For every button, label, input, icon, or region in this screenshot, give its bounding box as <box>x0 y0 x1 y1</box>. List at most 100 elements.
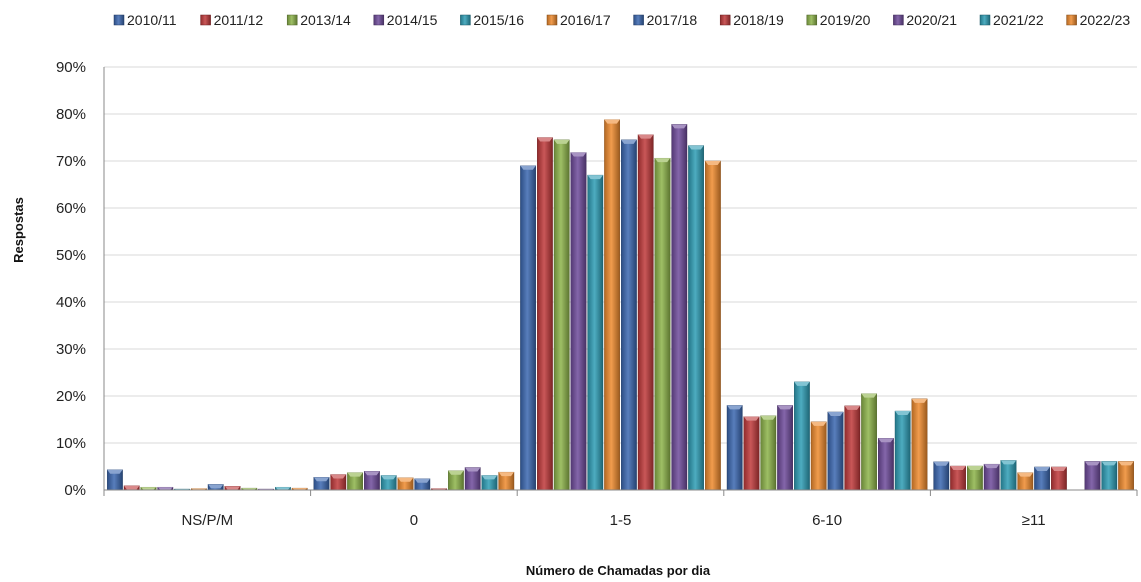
legend-item: 2014/15 <box>373 12 438 28</box>
legend: 2010/11 2011/12 2013/14 2014/15 2015/16 2016/… <box>113 12 1131 28</box>
bar <box>894 410 911 491</box>
y-tick-label: 0% <box>64 482 86 499</box>
bar <box>570 152 587 491</box>
bar <box>688 145 705 491</box>
x-tick-label: NS/P/M <box>181 512 233 529</box>
legend-item: 2020/21 <box>893 12 957 28</box>
bar <box>967 465 983 491</box>
bar <box>1000 460 1017 491</box>
bar <box>553 139 570 491</box>
bar <box>380 475 397 491</box>
bar <box>207 484 224 491</box>
bar <box>743 416 760 491</box>
bar <box>950 465 967 491</box>
y-axis-title: Respostas <box>11 197 26 263</box>
y-axis: 0% 10% 20% 30% 40% 50% 60% 70% 80% 90% <box>56 59 105 499</box>
bar <box>1084 461 1101 491</box>
legend-label: 2022/23 <box>1080 12 1131 28</box>
bar <box>1034 466 1051 491</box>
bar <box>637 134 654 491</box>
legend-swatch <box>460 14 471 26</box>
y-tick-label: 60% <box>56 200 86 217</box>
gridlines <box>104 66 1137 444</box>
legend-label: 2015/16 <box>473 12 524 28</box>
bar <box>671 124 688 491</box>
y-tick-label: 50% <box>56 247 86 264</box>
bars <box>106 119 1135 491</box>
y-tick-label: 70% <box>56 153 86 170</box>
bar <box>810 421 827 491</box>
x-axis-title: Número de Chamadas por dia <box>526 563 711 578</box>
legend-label: 2020/21 <box>906 12 957 28</box>
bar <box>397 477 414 491</box>
legend-item: 2011/12 <box>200 12 264 28</box>
bar <box>794 381 810 491</box>
bar <box>123 485 140 491</box>
bar <box>621 139 637 491</box>
bar <box>587 174 604 491</box>
bar <box>106 469 123 491</box>
bar <box>313 477 330 491</box>
bar <box>330 474 347 491</box>
legend-swatch <box>373 14 385 26</box>
legend-swatch <box>893 14 904 26</box>
bar <box>275 486 291 491</box>
x-tick-label: 0 <box>410 512 418 529</box>
x-tick-label: 1-5 <box>610 512 632 529</box>
bar <box>604 119 621 491</box>
legend-item: 2022/23 <box>1066 12 1131 28</box>
legend-label: 2019/20 <box>820 12 871 28</box>
y-tick-label: 30% <box>56 341 86 358</box>
legend-item: 2010/11 <box>113 12 177 28</box>
bar <box>520 165 537 491</box>
bar <box>498 471 515 491</box>
bar <box>364 471 380 491</box>
y-tick-label: 20% <box>56 388 86 405</box>
bar <box>777 405 794 491</box>
x-axis: NS/P/M 0 1-5 6-10 ≥11 <box>103 489 1138 529</box>
legend-item: 2016/17 <box>546 12 611 28</box>
legend-label: 2021/22 <box>993 12 1044 28</box>
bar <box>705 160 721 491</box>
bar <box>448 470 464 491</box>
legend-label: 2010/11 <box>127 12 177 28</box>
legend-swatch <box>200 14 211 26</box>
bar <box>414 478 431 491</box>
y-tick-label: 10% <box>56 435 86 452</box>
legend-item: 2018/19 <box>719 12 784 28</box>
bar <box>861 393 878 491</box>
y-tick-label: 40% <box>56 294 86 311</box>
legend-swatch <box>633 14 644 26</box>
bar <box>1050 466 1067 491</box>
legend-swatch <box>286 14 298 26</box>
bar <box>654 157 671 491</box>
bar <box>933 461 950 491</box>
legend-item: 2017/18 <box>633 12 698 28</box>
bar <box>827 411 844 491</box>
bar <box>911 398 928 491</box>
legend-swatch <box>546 14 558 26</box>
bar <box>1017 472 1034 491</box>
bar <box>726 405 743 491</box>
legend-label: 2011/12 <box>214 12 264 28</box>
legend-label: 2014/15 <box>387 12 438 28</box>
bar <box>481 475 498 491</box>
legend-label: 2013/14 <box>300 12 351 28</box>
bar <box>983 463 1000 491</box>
legend-item: 2019/20 <box>806 12 871 28</box>
bar <box>878 438 894 491</box>
y-tick-label: 90% <box>56 59 86 76</box>
legend-swatch <box>979 14 991 26</box>
y-tick-label: 80% <box>56 106 86 123</box>
legend-item: 2021/22 <box>979 12 1044 28</box>
legend-label: 2017/18 <box>647 12 698 28</box>
legend-label: 2018/19 <box>733 12 784 28</box>
legend-item: 2013/14 <box>286 12 351 28</box>
legend-item: 2015/16 <box>460 12 524 28</box>
legend-swatch <box>113 14 125 26</box>
x-tick-label: ≥11 <box>1022 512 1046 529</box>
bar <box>537 137 553 491</box>
legend-swatch <box>1066 14 1077 26</box>
bar <box>347 472 363 491</box>
